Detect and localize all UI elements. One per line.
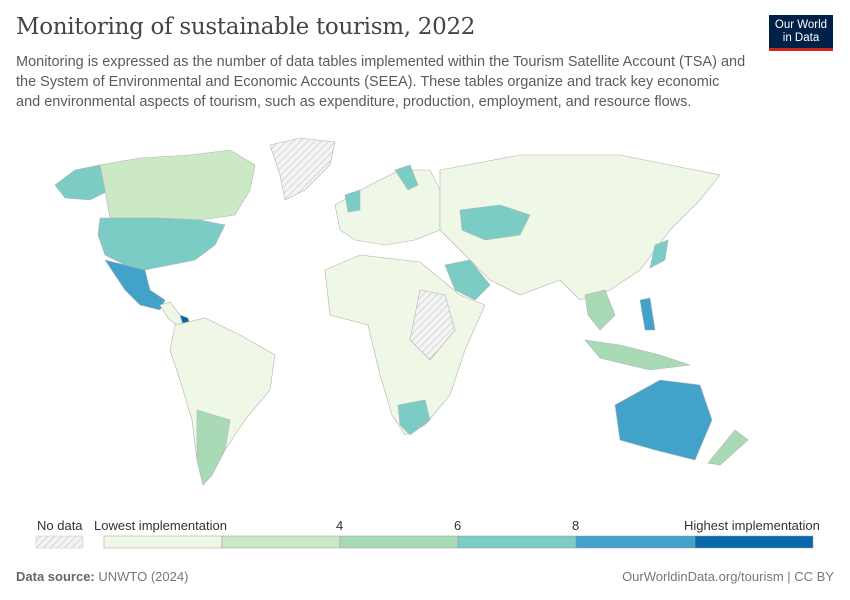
africa-no-data[interactable] (409, 289, 456, 361)
legend-no-data-swatch[interactable] (35, 535, 84, 549)
legend-bin-3[interactable] (339, 535, 459, 549)
legend-tick-6: 6 (454, 518, 462, 533)
south-america[interactable] (169, 317, 276, 486)
united-states[interactable] (97, 217, 226, 271)
legend-bin-5[interactable] (575, 535, 696, 549)
saudi-arabia[interactable] (444, 259, 491, 301)
chart-title: Monitoring of sustainable tourism, 2022 (16, 14, 476, 40)
footer-url[interactable]: OurWorldinData.org/tourism | CC BY (622, 569, 834, 584)
kazakhstan[interactable] (459, 204, 531, 241)
japan[interactable] (649, 239, 669, 269)
indonesia[interactable] (584, 339, 691, 371)
owid-logo[interactable]: Our World in Data (769, 15, 833, 51)
australia[interactable] (614, 379, 713, 461)
iceland-uk[interactable] (344, 189, 361, 213)
philippines[interactable] (639, 297, 656, 331)
data-source: Data source: UNWTO (2024) (16, 569, 188, 584)
data-source-value: UNWTO (2024) (98, 569, 189, 584)
legend-tick-8: 8 (572, 518, 580, 533)
canada[interactable] (99, 149, 256, 221)
scandinavia[interactable] (394, 164, 419, 191)
new-zealand[interactable] (707, 429, 749, 466)
data-source-label: Data source: (16, 569, 95, 584)
argentina-chile[interactable] (196, 409, 231, 486)
legend-low-label: Lowest implementation (94, 518, 227, 533)
legend-tick-4: 4 (336, 518, 344, 533)
southeast-asia[interactable] (584, 289, 616, 331)
greenland[interactable] (269, 137, 336, 201)
chart-subtitle: Monitoring is expressed as the number of… (16, 54, 746, 110)
legend-color-bar (35, 535, 814, 549)
world-map (54, 137, 749, 486)
south-africa[interactable] (397, 399, 431, 436)
legend-bin-6[interactable] (694, 535, 814, 549)
mexico[interactable] (104, 259, 166, 311)
legend-bin-1[interactable] (103, 535, 223, 549)
legend-bin-2[interactable] (221, 535, 341, 549)
legend-bin-4[interactable] (457, 535, 577, 549)
legend-no-data-label: No data (37, 518, 83, 533)
legend-high-label: Highest implementation (684, 518, 820, 533)
